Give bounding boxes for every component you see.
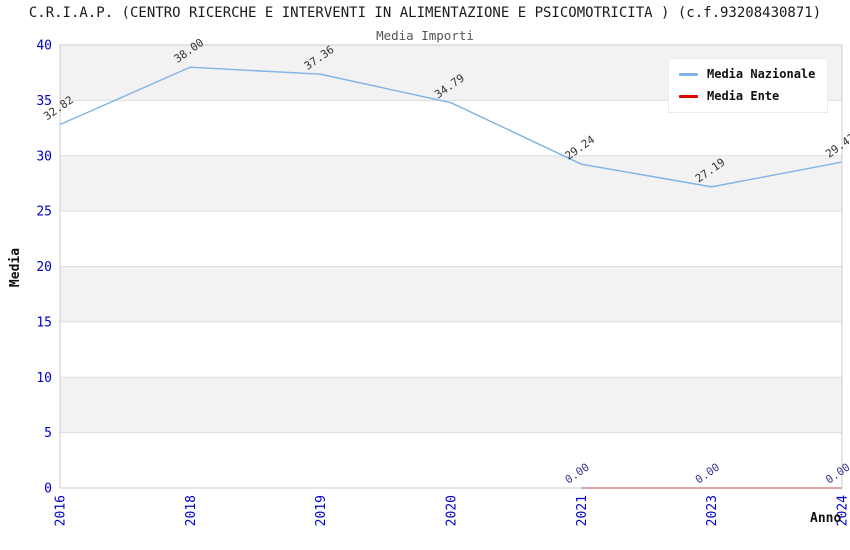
legend: Media Nazionale Media Ente xyxy=(668,58,829,113)
y-tick-label: 10 xyxy=(36,371,52,386)
legend-label-media-ente: Media Ente xyxy=(707,89,780,103)
x-tick-label: 2016 xyxy=(54,495,69,526)
y-tick-label: 15 xyxy=(36,315,52,330)
plot-band xyxy=(60,266,842,322)
x-tick-label: 2020 xyxy=(445,495,460,526)
plot-band xyxy=(60,321,842,378)
y-tick-label: 25 xyxy=(36,205,52,220)
plot-band xyxy=(60,377,842,433)
y-axis-title: Media xyxy=(8,247,24,288)
y-tick-label: 20 xyxy=(36,260,52,275)
plot-band xyxy=(60,432,842,488)
y-tick-label: 40 xyxy=(36,39,52,54)
legend-item-media-nazionale: Media Nazionale xyxy=(679,67,815,81)
series-line-0 xyxy=(59,66,843,188)
chart-subtitle: Media Importi xyxy=(376,28,474,43)
x-tick-label: 2023 xyxy=(705,495,720,526)
y-tick-label: 30 xyxy=(36,149,52,164)
chart-title: C.R.I.A.P. (CENTRO RICERCHE E INTERVENTI… xyxy=(28,5,822,21)
plot-band xyxy=(60,211,842,267)
y-tick-label: 35 xyxy=(36,94,52,109)
media-ente-line-swatch xyxy=(679,94,698,98)
plot-border xyxy=(59,44,843,489)
x-tick-label: 2024 xyxy=(836,495,850,526)
y-tick-label: 5 xyxy=(44,426,52,441)
plot-band xyxy=(60,155,842,212)
x-axis-title: Anno xyxy=(810,511,842,526)
x-tick-label: 2021 xyxy=(575,495,590,526)
media-nazionale-line-swatch xyxy=(679,72,698,76)
legend-label-media-nazionale: Media Nazionale xyxy=(707,67,816,81)
y-tick-label: 0 xyxy=(44,482,52,497)
legend-item-media-ente: Media Ente xyxy=(679,89,815,103)
x-tick-label: 2018 xyxy=(184,495,199,526)
x-tick-label: 2019 xyxy=(314,495,329,526)
